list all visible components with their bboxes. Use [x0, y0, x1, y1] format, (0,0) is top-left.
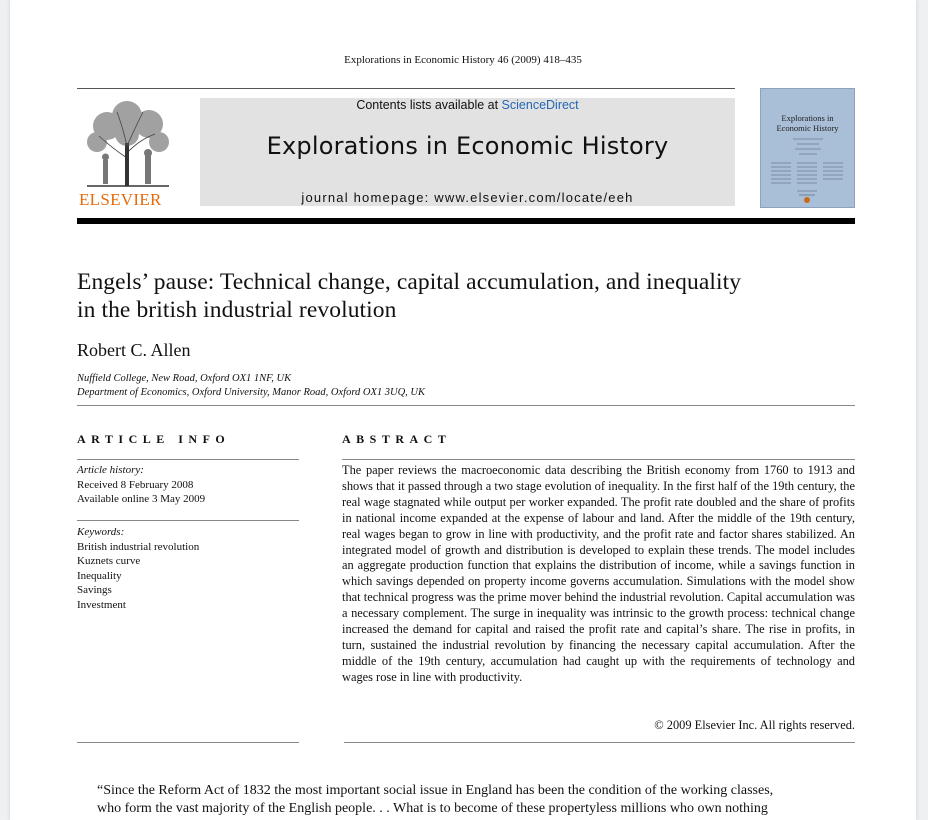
quote-line-2: who form the vast majority of the Englis… [97, 801, 768, 816]
article-title-line1: Engels’ pause: Technical change, capital… [77, 269, 742, 295]
cover-title: Explorations in Economic History [761, 113, 854, 133]
journal-banner: Contents lists available at ScienceDirec… [200, 98, 735, 206]
article-title: Engels’ pause: Technical change, capital… [77, 268, 837, 324]
keywords-rule [77, 520, 299, 521]
article-info-heading: ARTICLE INFO [77, 432, 231, 446]
author-name[interactable]: Robert C. Allen [77, 340, 191, 360]
available-date: Available online 3 May 2009 [77, 493, 206, 505]
cover-text-lines [771, 138, 843, 203]
quote-line-1: “Since the Reform Act of 1832 the most i… [97, 783, 774, 798]
article-info-bottom-rule [77, 742, 299, 743]
abstract-text: The paper reviews the macroeconomic data… [342, 463, 855, 684]
header-thick-rule [77, 218, 855, 224]
contents-prefix: Contents lists available at [356, 98, 502, 112]
abstract-bottom-rule [344, 742, 855, 743]
journal-citation: Explorations in Economic History 46 (200… [344, 54, 582, 66]
affiliation-1: Nuffield College, New Road, Oxford OX1 1… [77, 373, 292, 384]
copyright-notice: © 2009 Elsevier Inc. All rights reserved… [654, 718, 855, 732]
abstract-heading: ABSTRACT [342, 432, 452, 446]
affiliation-rule [77, 405, 855, 406]
article-history: Article history: Received 8 February 200… [77, 463, 205, 507]
affiliation-2: Department of Economics, Oxford Universi… [77, 387, 426, 398]
article-info-rule [77, 459, 299, 460]
journal-homepage-link[interactable]: journal homepage: www.elsevier.com/locat… [301, 190, 634, 205]
article-page: Explorations in Economic History 46 (200… [10, 0, 916, 820]
keyword-item: Kuznets curve [77, 555, 141, 567]
opening-quote: “Since the Reform Act of 1832 the most i… [97, 782, 855, 818]
keyword-item: Investment [77, 598, 126, 611]
abstract-rule [342, 459, 855, 460]
keyword-item: British industrial revolution [77, 540, 200, 553]
received-date: Received 8 February 2008 [77, 478, 194, 491]
journal-cover-thumbnail: Explorations in Economic History [760, 88, 855, 208]
cover-title-line2: Economic History [776, 123, 839, 133]
cover-title-line1: Explorations in [781, 113, 834, 123]
keyword-item: Inequality [77, 569, 122, 582]
journal-header: ELSEVIER Contents lists available at Sci… [77, 88, 855, 209]
article-title-line2: in the british industrial revolution [77, 297, 397, 323]
history-label: Article history: [77, 464, 144, 476]
contents-availability: Contents lists available at ScienceDirec… [200, 98, 735, 112]
keywords-block: Keywords: British industrial revolution … [77, 525, 199, 612]
keywords-label: Keywords: [77, 526, 125, 538]
keyword-item: Savings [77, 584, 112, 596]
elsevier-wordmark: ELSEVIER [79, 190, 162, 209]
header-top-rule [77, 88, 735, 89]
journal-title: Explorations in Economic History [266, 132, 669, 160]
sciencedirect-link[interactable]: ScienceDirect [501, 98, 579, 112]
elsevier-tree-logo [77, 98, 177, 208]
cover-publisher-mark [804, 197, 810, 203]
